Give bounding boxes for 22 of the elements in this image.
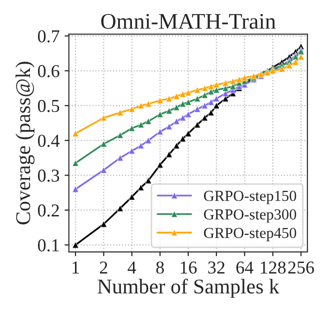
y-tick-label: 0.7	[38, 30, 60, 42]
chart-title: Omni-MATH-Train	[101, 14, 276, 29]
x-axis-title: Number of Samples k	[98, 278, 280, 298]
x-tick-label: 16	[180, 262, 197, 274]
x-tick-label: 4	[128, 262, 136, 274]
x-tick-label: 8	[156, 261, 164, 274]
x-tick-label: 64	[236, 262, 254, 274]
y-tick-label: 0.5	[38, 100, 60, 112]
y-tick-label: 0.2	[38, 204, 59, 217]
y-tick-label: 0.6	[38, 65, 60, 78]
legend-label: GRPO-step450	[204, 228, 296, 242]
y-tick-label: 0.1	[38, 239, 59, 252]
legend-label: GRPO-step150	[204, 190, 296, 204]
legend-label: GRPO-step300	[204, 209, 296, 223]
y-axis-title: Coverage (pass@k)	[16, 62, 35, 224]
y-tick-label: 0.3	[38, 170, 60, 182]
x-tick-label: 256	[288, 262, 314, 274]
x-tick-label: 2	[100, 262, 108, 274]
x-tick-label: 128	[260, 261, 286, 274]
y-tick-label: 0.4	[38, 134, 60, 147]
x-tick-label: 1	[72, 262, 79, 274]
x-tick-label: 32	[208, 262, 224, 274]
